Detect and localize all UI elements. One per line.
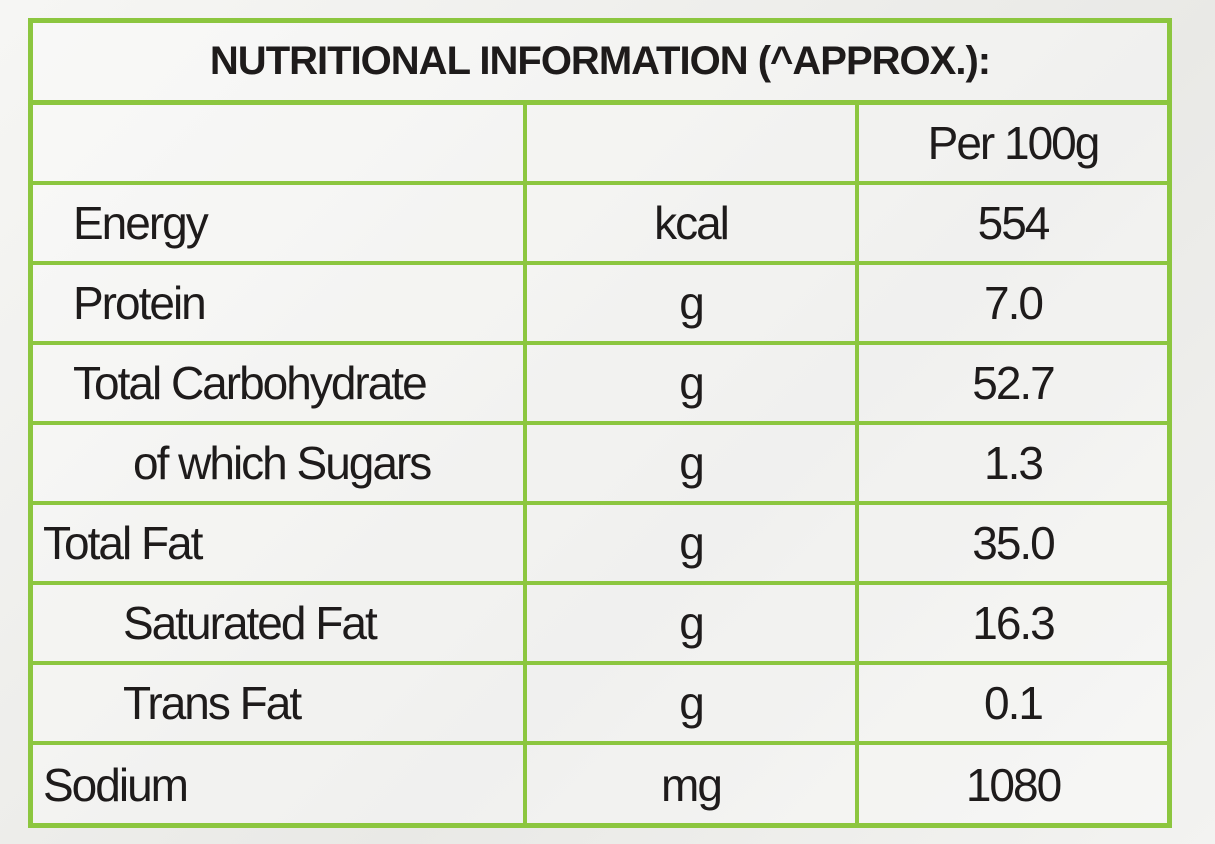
nutrient-name: Protein [33, 265, 527, 345]
amount: 1080 [965, 759, 1062, 811]
nutrient-name: Energy [33, 185, 527, 265]
title: NUTRITIONAL INFORMATION (^APPROX.): [33, 23, 1167, 105]
nutrient-name: Total Fat [33, 505, 527, 585]
unit: g [527, 425, 859, 505]
unit: g [527, 345, 859, 425]
amount: 52.7 [859, 345, 1167, 425]
nutrient-name: Total Carbohydrate [33, 345, 527, 425]
column-header: Per 100g [859, 105, 1167, 185]
amount: 35.0 [859, 505, 1167, 585]
nutrient-name: Saturated Fat [33, 585, 527, 665]
blank-cell [33, 105, 527, 185]
nutrient-name: Trans Fat [33, 665, 527, 745]
unit: g [527, 665, 859, 745]
amount: 16.3 [859, 585, 1167, 665]
nutrient-name: Sodium [33, 745, 527, 825]
unit: g [527, 585, 859, 665]
nutrition-panel: NUTRITIONAL INFORMATION (^APPROX.): Per … [28, 18, 1172, 828]
unit: mg [527, 745, 859, 825]
unit: g [527, 265, 859, 345]
nutrient-name: of which Sugars [33, 425, 527, 505]
unit: kcal [527, 185, 859, 265]
unit: g [527, 505, 859, 585]
amount: 7.0 [859, 265, 1167, 345]
amount: 554 [859, 185, 1167, 265]
blank-cell [527, 105, 859, 185]
amount: 0.1 [859, 665, 1167, 745]
nutrition-table: Per 100g Energy kcal 554 Protein g 7.0 Total C… [33, 105, 1167, 825]
amount: 1.3 [859, 425, 1167, 505]
